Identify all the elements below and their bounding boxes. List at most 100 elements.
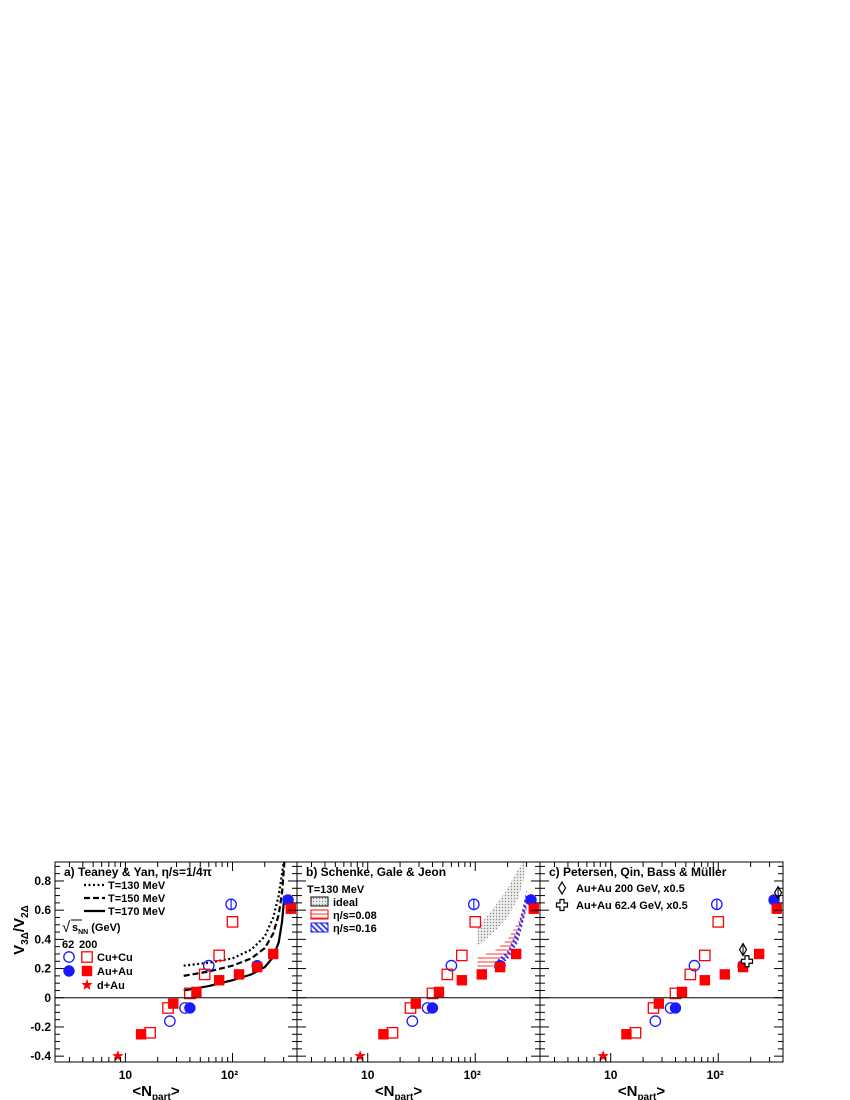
x-axis-title: <Npart> xyxy=(618,1083,666,1100)
point-Au+Au 62 xyxy=(476,969,487,980)
panel-frame xyxy=(539,861,784,1063)
point-Cu+Cu 200 xyxy=(688,959,701,972)
legend-label: η/s=0.08 xyxy=(333,910,377,922)
legend-label: d+Au xyxy=(97,980,125,992)
point-Au+Au 62 xyxy=(233,969,245,980)
x-axis-title: <Npart> xyxy=(132,1083,180,1100)
y-title-sub2: 2Δ xyxy=(20,905,31,918)
legend-label: Au+Au 62.4 GeV, x0.5 xyxy=(576,900,688,912)
point-Cu+Cu 62 xyxy=(455,949,468,962)
legend-marker xyxy=(557,880,567,896)
point-Au+Au 62 xyxy=(528,903,539,914)
y-tick-label: 0 xyxy=(44,991,51,1005)
plot-area-b xyxy=(354,862,539,1061)
y-tick-label: 0.4 xyxy=(34,932,51,946)
point-Au+Au 62 xyxy=(510,948,522,960)
point-Cu+Cu 62 xyxy=(469,916,482,928)
point-d+Au xyxy=(597,1050,609,1061)
point-Cu+Cu 62 xyxy=(698,949,711,962)
point-Au+Au 200 xyxy=(426,1002,439,1014)
point-d+Au xyxy=(112,1050,124,1061)
legend-col-62: 62 xyxy=(62,939,74,951)
point-Cu+Cu 200 xyxy=(467,898,480,911)
x-tick-label: 10² xyxy=(707,1068,724,1082)
legend-label: T=130 MeV xyxy=(307,884,365,896)
legend-marker xyxy=(63,951,75,963)
panel-title: c) Petersen, Qin, Bass & Müller xyxy=(549,865,727,879)
legend-marker xyxy=(81,951,93,963)
y-tick-label: -0.2 xyxy=(30,1020,51,1034)
point-Au+Au 62 xyxy=(378,1029,389,1040)
panel-c: 10 10² <Npart> c) Petersen, Qin, Bass & Mül… xyxy=(539,861,784,1100)
legend-c: Au+Au 200 GeV, x0.5 Au+Au 62.4 GeV, x0.5 xyxy=(555,880,688,912)
legend-swatch xyxy=(310,922,329,933)
legend-label: η/s=0.16 xyxy=(333,923,377,935)
point-Cu+Cu 200 xyxy=(225,898,237,911)
legend-label: T=150 MeV xyxy=(108,893,166,905)
x-tick-label: 10² xyxy=(464,1068,481,1082)
point-Au+Au 62 xyxy=(771,903,782,914)
plot-area-a xyxy=(112,862,296,1061)
point-Cu+Cu 200 xyxy=(649,1015,662,1027)
point-Cu+Cu 200 xyxy=(202,959,215,972)
x-tick-label: 10 xyxy=(119,1068,133,1082)
point-Cu+Cu 200 xyxy=(710,898,723,911)
point-Au+Au 62.4 GeV, x0.5 xyxy=(740,955,754,968)
y-title-v1: V xyxy=(11,945,28,955)
legend-label: Au+Au 200 GeV, x0.5 xyxy=(576,883,685,895)
legend-label: Au+Au xyxy=(97,966,133,978)
y-title-sub1: 3Δ xyxy=(20,932,31,945)
point-Au+Au 200 GeV, x0.5 xyxy=(738,942,748,957)
point-Au+Au 62 xyxy=(737,961,749,973)
legend-swatch xyxy=(310,909,329,920)
point-Au+Au 62 xyxy=(456,975,468,986)
point-Au+Au 200 xyxy=(669,1002,682,1014)
point-Au+Au 62 xyxy=(676,986,688,998)
point-Au+Au 62 xyxy=(753,948,765,960)
point-Au+Au 62 xyxy=(268,948,279,960)
point-Au+Au 62 xyxy=(699,975,711,986)
plot-area-c xyxy=(597,885,783,1061)
point-Au+Au 200 GeV, x0.5 xyxy=(773,885,783,900)
point-Cu+Cu 62 xyxy=(629,1026,642,1039)
panel-title: a) Teaney & Yan, η/s=1/4π xyxy=(64,865,212,879)
band-ideal xyxy=(477,862,527,947)
point-Cu+Cu 200 xyxy=(445,959,458,972)
point-d+Au xyxy=(354,1050,366,1061)
point-Cu+Cu 62 xyxy=(712,916,725,928)
legend-label: ideal xyxy=(333,897,358,909)
legend-label: T=170 MeV xyxy=(108,906,166,918)
point-Au+Au 62 xyxy=(653,998,665,1009)
curve-T=150 MeV xyxy=(183,862,286,977)
y-title-v2: V xyxy=(11,918,28,928)
legend-marker xyxy=(63,965,75,977)
y-tick-label: 0.2 xyxy=(34,962,51,976)
legend-marker xyxy=(81,965,93,977)
point-Au+Au 62 xyxy=(135,1029,147,1040)
panel-a: 10 10² <Npart> -0.4 -0.2 0 0.2 0.4 0.6 0.8 a) Tean… xyxy=(30,861,298,1100)
point-Cu+Cu 62 xyxy=(144,1026,156,1039)
point-Cu+Cu 62 xyxy=(213,949,225,962)
point-Au+Au 62 xyxy=(433,986,445,998)
sqrt-symbol: √ xyxy=(62,919,71,936)
point-Au+Au 62 xyxy=(621,1029,632,1040)
x-tick-label: 10 xyxy=(361,1068,375,1082)
y-title-slash: / xyxy=(11,927,28,932)
legend-swatch xyxy=(310,896,329,907)
point-Cu+Cu 62 xyxy=(226,916,239,928)
point-Au+Au 62 xyxy=(410,998,422,1009)
point-Cu+Cu 200 xyxy=(406,1015,419,1027)
y-tick-label: -0.4 xyxy=(30,1049,51,1063)
point-Cu+Cu 62 xyxy=(441,968,454,981)
panel-title: b) Schenke, Gale & Jeon xyxy=(306,865,446,879)
panel-b: 10 10² <Npart> b) Schenke, Gale & Jeon T=130… xyxy=(296,861,541,1100)
legend-label: T=130 MeV xyxy=(108,880,166,892)
point-Au+Au 62 xyxy=(719,969,730,980)
point-Au+Au 62 xyxy=(168,998,179,1009)
y-tick-label: 0.6 xyxy=(34,903,51,917)
x-tick-label: 10² xyxy=(221,1068,238,1082)
point-Cu+Cu 200 xyxy=(164,1015,176,1027)
legend-label: Cu+Cu xyxy=(97,952,133,964)
point-Au+Au 62 xyxy=(285,903,296,914)
